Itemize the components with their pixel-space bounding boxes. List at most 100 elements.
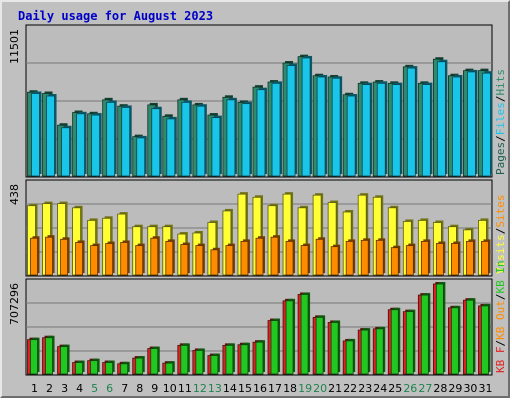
files-bar-10 bbox=[166, 118, 176, 177]
sites-bar-31 bbox=[481, 240, 489, 276]
files-bar-30 bbox=[467, 71, 476, 177]
day-label-6: 6 bbox=[106, 382, 113, 395]
sites-bar-26 bbox=[405, 245, 414, 276]
sites-bar-14 bbox=[225, 245, 234, 276]
files-bar-26 bbox=[406, 67, 416, 177]
kbout-bar-10 bbox=[165, 362, 174, 375]
kbout-bar-8 bbox=[135, 357, 144, 375]
day-label-10: 10 bbox=[163, 382, 177, 395]
sites-bar-2 bbox=[45, 236, 53, 276]
series-legend-1: Pages/Files/Hits bbox=[494, 69, 507, 175]
sites-bar-6 bbox=[105, 243, 114, 276]
day-label-18: 18 bbox=[283, 382, 297, 395]
files-bar-27 bbox=[421, 84, 431, 177]
sites-bar-5 bbox=[90, 245, 99, 276]
legend-part: / bbox=[494, 228, 507, 235]
day-label-20: 20 bbox=[313, 382, 327, 395]
files-bar-12 bbox=[196, 105, 206, 177]
kbout-bar-3 bbox=[60, 346, 68, 375]
day-label-25: 25 bbox=[388, 382, 402, 395]
kbout-bar-20 bbox=[315, 316, 324, 375]
day-label-13: 13 bbox=[208, 382, 222, 395]
sites-bar-17 bbox=[270, 236, 279, 276]
sites-bar-24 bbox=[375, 239, 384, 276]
sites-bar-23 bbox=[360, 239, 369, 276]
files-bar-25 bbox=[391, 84, 401, 177]
day-label-1: 1 bbox=[31, 382, 38, 395]
sites-bar-13 bbox=[210, 249, 219, 276]
kbout-bar-5 bbox=[90, 360, 99, 375]
kbout-bar-22 bbox=[345, 340, 354, 375]
legend-part: / bbox=[494, 294, 507, 301]
files-bar-13 bbox=[211, 117, 221, 177]
day-label-30: 30 bbox=[463, 382, 477, 395]
sites-bar-4 bbox=[75, 242, 83, 276]
files-bar-8 bbox=[136, 137, 146, 177]
legend-part: Visits bbox=[494, 234, 507, 274]
sites-bar-7 bbox=[120, 242, 129, 276]
files-bar-20 bbox=[316, 76, 326, 177]
day-label-15: 15 bbox=[238, 382, 252, 395]
sites-bar-30 bbox=[466, 240, 474, 276]
day-label-4: 4 bbox=[76, 382, 83, 395]
max-label-2: 438 bbox=[8, 184, 21, 205]
files-bar-18 bbox=[286, 65, 296, 177]
day-label-31: 31 bbox=[478, 382, 492, 395]
day-label-19: 19 bbox=[298, 382, 312, 395]
legend-part: / bbox=[494, 135, 507, 142]
day-label-14: 14 bbox=[223, 382, 237, 395]
day-label-9: 9 bbox=[151, 382, 158, 395]
files-bar-15 bbox=[241, 103, 251, 177]
max-label-3: 707296 bbox=[8, 283, 21, 325]
series-legend-2: Visits/Sites bbox=[494, 195, 507, 275]
sites-bar-16 bbox=[255, 237, 264, 276]
files-bar-17 bbox=[271, 82, 281, 177]
files-bar-28 bbox=[436, 61, 446, 177]
kbout-bar-7 bbox=[120, 363, 129, 375]
day-label-12: 12 bbox=[193, 382, 207, 395]
sites-bar-8 bbox=[135, 245, 144, 276]
files-bar-9 bbox=[151, 108, 161, 177]
sites-bar-9 bbox=[150, 237, 159, 276]
files-bar-23 bbox=[361, 84, 371, 177]
kbout-bar-4 bbox=[75, 362, 83, 375]
legend-part: Pages bbox=[494, 142, 507, 175]
kbout-bar-1 bbox=[30, 339, 38, 375]
day-label-26: 26 bbox=[403, 382, 417, 395]
kbout-bar-27 bbox=[420, 294, 429, 375]
kbout-bar-18 bbox=[285, 300, 294, 375]
sites-bar-29 bbox=[451, 243, 459, 276]
sites-bar-19 bbox=[300, 245, 309, 276]
kbout-bar-17 bbox=[270, 320, 279, 375]
day-label-29: 29 bbox=[448, 382, 462, 395]
files-bar-22 bbox=[346, 95, 356, 177]
files-bar-14 bbox=[226, 99, 236, 177]
day-label-21: 21 bbox=[328, 382, 342, 395]
sites-bar-12 bbox=[195, 245, 204, 276]
sites-bar-11 bbox=[180, 244, 189, 276]
files-bar-2 bbox=[46, 95, 55, 177]
legend-part: KB In bbox=[494, 260, 507, 293]
kbout-bar-2 bbox=[45, 337, 53, 375]
day-label-11: 11 bbox=[178, 382, 192, 395]
legend-part: KB Out bbox=[494, 300, 507, 340]
kbout-bar-21 bbox=[330, 322, 339, 375]
chart-title: Daily usage for August 2023 bbox=[18, 9, 214, 23]
day-label-2: 2 bbox=[46, 382, 53, 395]
day-label-17: 17 bbox=[268, 382, 282, 395]
sites-bar-18 bbox=[285, 240, 294, 276]
kbout-bar-30 bbox=[466, 299, 474, 375]
kbout-bar-12 bbox=[195, 350, 204, 375]
kbout-bar-23 bbox=[360, 329, 369, 375]
day-label-8: 8 bbox=[136, 382, 143, 395]
files-bar-29 bbox=[452, 76, 461, 177]
sites-bar-21 bbox=[330, 246, 339, 276]
legend-part: Files bbox=[494, 102, 507, 135]
legend-part: / bbox=[494, 340, 507, 347]
series-legend-3: KB F/KB Out/KB In bbox=[494, 260, 507, 373]
files-bar-5 bbox=[91, 114, 101, 177]
files-bar-3 bbox=[61, 127, 70, 177]
legend-part: / bbox=[494, 96, 507, 103]
day-label-28: 28 bbox=[433, 382, 447, 395]
sites-bar-25 bbox=[390, 247, 399, 276]
